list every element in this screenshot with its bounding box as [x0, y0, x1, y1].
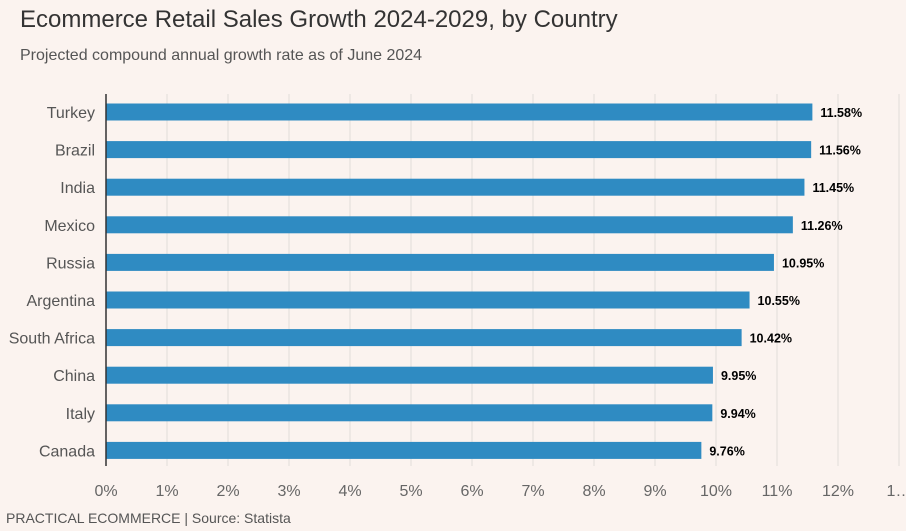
x-tick-label: 1%: [155, 483, 178, 500]
category-label: Canada: [39, 443, 95, 460]
x-tick-label: 7%: [521, 483, 544, 500]
chart-subtitle: Projected compound annual growth rate as…: [20, 47, 423, 64]
category-label: Russia: [46, 255, 95, 272]
x-tick-label: 12%: [822, 483, 854, 500]
bar-italy: [106, 404, 713, 422]
bar-turkey: [106, 103, 813, 121]
x-tick-label: 11%: [762, 483, 793, 500]
bar-russia: [106, 253, 774, 271]
value-label: 10.55%: [758, 294, 800, 308]
bar-china: [106, 366, 713, 384]
category-labels: Turkey Brazil India Mexico Russia Argentina So…: [9, 105, 95, 460]
category-label: Turkey: [47, 105, 95, 122]
x-tick-label: 4%: [338, 483, 361, 500]
bar-mexico: [106, 216, 793, 234]
category-label: India: [60, 180, 95, 197]
x-tick-label: 8%: [582, 483, 605, 500]
bar-canada: [106, 441, 702, 459]
value-label: 11.58%: [820, 106, 862, 120]
value-label: 11.56%: [819, 144, 861, 158]
x-tick-label: 1…: [887, 483, 906, 500]
value-label: 10.95%: [782, 256, 824, 270]
value-label: 10.42%: [750, 332, 792, 346]
value-label: 9.76%: [709, 444, 744, 458]
x-tick-label: 10%: [700, 483, 732, 500]
bars: [106, 103, 813, 459]
category-label: South Africa: [9, 331, 95, 348]
bar-india: [106, 178, 805, 196]
bar-brazil: [106, 141, 812, 159]
category-label: Brazil: [55, 143, 95, 160]
bar-argentina: [106, 291, 750, 309]
category-label: Mexico: [44, 218, 95, 235]
x-tick-label: 9%: [643, 483, 666, 500]
bar-south-africa: [106, 329, 742, 347]
category-label: China: [53, 368, 95, 385]
category-label: Argentina: [27, 293, 96, 310]
x-tick-label: 5%: [399, 483, 422, 500]
value-labels: 11.58% 11.56% 11.45% 11.26% 10.95% 10.55% 10.4…: [709, 106, 862, 458]
category-label: Italy: [66, 406, 95, 423]
value-label: 11.45%: [812, 181, 854, 195]
x-tick-label: 6%: [460, 483, 483, 500]
chart-title: Ecommerce Retail Sales Growth 2024-2029,…: [20, 6, 618, 33]
value-label: 11.26%: [801, 219, 843, 233]
value-label: 9.94%: [720, 407, 755, 421]
x-tick-label: 0%: [94, 483, 117, 500]
source-footer: PRACTICAL ECOMMERCE | Source: Statista: [6, 510, 291, 526]
x-tick-label: 3%: [277, 483, 300, 500]
x-axis-tick-labels: 0% 1% 2% 3% 4% 5% 6% 7% 8% 9% 10% 11% 12% 1…: [94, 483, 906, 500]
x-tick-label: 2%: [216, 483, 239, 500]
value-label: 9.95%: [721, 369, 756, 383]
